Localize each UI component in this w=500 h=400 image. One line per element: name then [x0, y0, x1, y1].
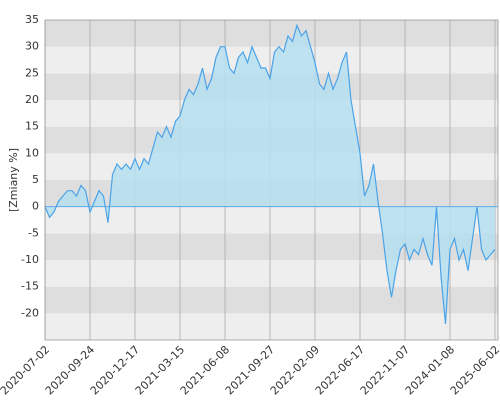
- line: [44, 23, 496, 325]
- y-tick-label: 30: [25, 40, 39, 53]
- y-tick-label: -20: [21, 306, 39, 319]
- y-tick-label: -5: [28, 226, 39, 239]
- band: [45, 313, 498, 340]
- band: [45, 20, 498, 47]
- plot-border: [44, 19, 499, 341]
- band: [45, 260, 498, 287]
- y-tick-label: 10: [25, 146, 39, 159]
- y-tick-label: 5: [32, 173, 39, 186]
- y-tick-label: -15: [21, 280, 39, 293]
- y-tick-label: -10: [21, 253, 39, 266]
- y-tick-label: 20: [25, 93, 39, 106]
- y-axis-label: [Zmiany %]: [7, 148, 20, 212]
- y-tick-label: 25: [25, 66, 39, 79]
- y-tick-label: 35: [25, 13, 39, 26]
- area: [45, 25, 495, 324]
- band: [45, 286, 498, 314]
- y-tick-label: 0: [32, 200, 39, 213]
- y-tick-label: 15: [25, 120, 39, 133]
